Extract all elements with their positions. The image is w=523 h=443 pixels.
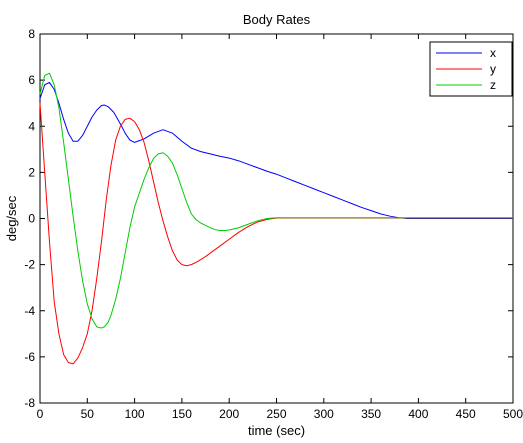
x-tick-label: 300 [314, 407, 334, 421]
chart-title: Body Rates [243, 12, 311, 27]
y-tick-label: -4 [24, 304, 35, 318]
x-tick-label: 450 [456, 407, 476, 421]
x-tick-label: 200 [219, 407, 239, 421]
x-tick-label: 50 [81, 407, 95, 421]
y-tick-label: 2 [28, 165, 35, 179]
y-tick-label: 8 [28, 27, 35, 41]
x-tick-label: 400 [408, 407, 428, 421]
y-tick-label: -6 [24, 350, 35, 364]
x-tick-label: 500 [503, 407, 523, 421]
x-axis-label: time (sec) [248, 423, 305, 438]
y-tick-label: 4 [28, 119, 35, 133]
legend-label-z: z [490, 78, 496, 92]
y-tick-label: -2 [24, 258, 35, 272]
series-line-y [39, 103, 513, 365]
x-tick-label: 350 [361, 407, 381, 421]
x-tick-label: 250 [266, 407, 286, 421]
y-tick-label: -8 [24, 396, 35, 410]
series-line-x [39, 81, 513, 219]
y-axis-label: deg/sec [4, 195, 19, 241]
x-tick-label: 0 [37, 407, 44, 421]
axis-ticks: 0 50 100 150 200 250 300 350 400 450 500 -8 -6 -4 -2 0 2… [24, 27, 523, 421]
series-lines [39, 72, 513, 365]
legend-label-y: y [490, 62, 496, 76]
x-tick-label: 150 [172, 407, 192, 421]
x-tick-label: 100 [125, 407, 145, 421]
y-tick-label: 0 [28, 212, 35, 226]
y-tick-label: 6 [28, 73, 35, 87]
series-line-z [39, 72, 513, 329]
legend-label-x: x [490, 46, 496, 60]
legend: xyz [429, 41, 513, 97]
